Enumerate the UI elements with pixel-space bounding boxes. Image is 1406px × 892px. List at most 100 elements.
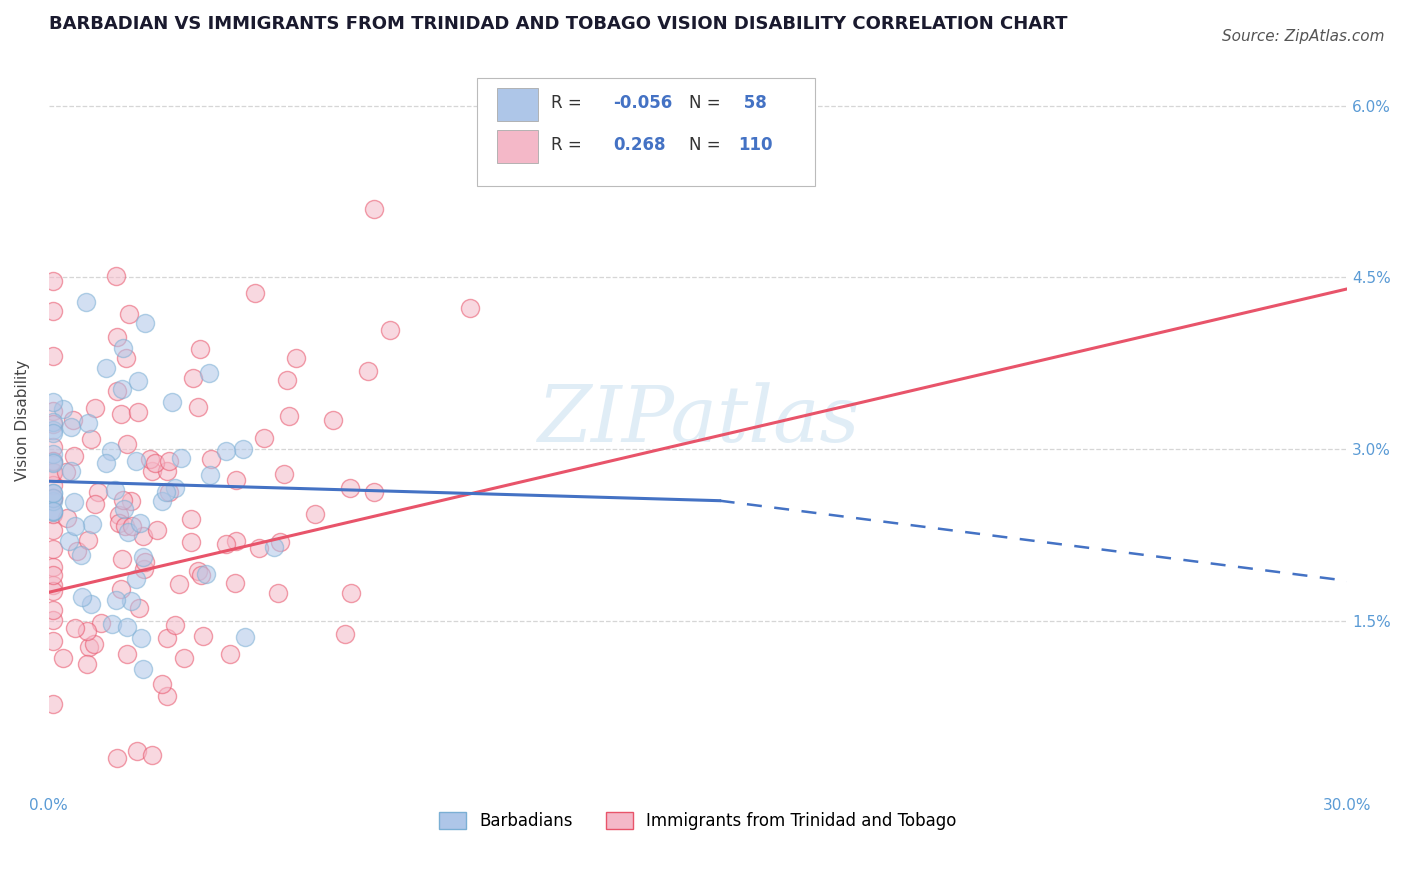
Point [339, 481, 361, 495]
Point [187, 565, 209, 579]
Point [108, 516, 131, 530]
Point [111, 382, 134, 396]
Text: R =: R = [551, 94, 582, 112]
Point [134, 316, 156, 330]
Point [42, 603, 65, 617]
Text: N =: N = [689, 94, 720, 112]
Point [42, 465, 65, 479]
Point [284, 351, 307, 366]
Point [249, 541, 271, 555]
Point [80, 433, 103, 447]
Point [42, 491, 65, 505]
Point [263, 541, 285, 555]
Point [42, 523, 65, 537]
Point [105, 592, 128, 607]
Point [180, 535, 202, 549]
Point [59, 464, 82, 478]
Point [115, 648, 138, 662]
Point [42, 425, 65, 440]
Point [253, 431, 276, 445]
Point [163, 618, 186, 632]
Point [235, 630, 257, 644]
Point [76, 624, 98, 639]
Point [276, 373, 298, 387]
Point [105, 329, 128, 343]
Point [162, 394, 184, 409]
Point [117, 620, 139, 634]
Point [215, 444, 238, 458]
Point [225, 533, 247, 548]
Point [77, 640, 100, 654]
Point [128, 601, 150, 615]
Point [225, 473, 247, 487]
Point [115, 436, 138, 450]
Text: Source: ZipAtlas.com: Source: ZipAtlas.com [1222, 29, 1385, 44]
Point [42, 505, 65, 519]
Point [191, 629, 214, 643]
Point [273, 467, 295, 481]
Point [363, 202, 385, 217]
Point [173, 651, 195, 665]
Point [42, 613, 65, 627]
Point [42, 457, 65, 471]
Point [111, 341, 134, 355]
Point [42, 578, 65, 592]
Point [141, 464, 163, 478]
Point [42, 395, 65, 409]
Point [42, 275, 65, 289]
FancyBboxPatch shape [496, 130, 538, 163]
Point [42, 477, 65, 491]
Point [169, 576, 191, 591]
Point [42, 440, 65, 454]
Point [115, 351, 138, 365]
Point [42, 583, 65, 598]
Point [194, 566, 217, 581]
Point [108, 508, 131, 522]
Point [42, 485, 65, 500]
Point [200, 451, 222, 466]
Point [62, 413, 84, 427]
Point [110, 582, 132, 596]
Point [150, 493, 173, 508]
Point [42, 466, 65, 480]
Point [112, 502, 135, 516]
Point [42, 304, 65, 318]
Text: R =: R = [551, 136, 582, 154]
Point [218, 647, 240, 661]
Point [75, 294, 97, 309]
Point [83, 401, 105, 415]
Point [157, 485, 180, 500]
Point [42, 491, 65, 506]
Point [65, 519, 87, 533]
Point [180, 512, 202, 526]
Point [157, 454, 180, 468]
Point [155, 484, 177, 499]
Point [76, 657, 98, 672]
Point [143, 456, 166, 470]
Point [86, 484, 108, 499]
Point [42, 404, 65, 418]
Text: 58: 58 [738, 94, 768, 112]
Text: 110: 110 [738, 136, 773, 154]
Point [125, 454, 148, 468]
Point [100, 443, 122, 458]
Point [141, 747, 163, 762]
Point [114, 518, 136, 533]
Point [267, 586, 290, 600]
Point [111, 552, 134, 566]
Point [129, 516, 152, 530]
Point [127, 405, 149, 419]
Point [156, 689, 179, 703]
Point [84, 497, 107, 511]
Point [82, 517, 104, 532]
Point [105, 269, 128, 284]
Point [333, 627, 356, 641]
Point [269, 535, 291, 549]
Point [165, 481, 187, 495]
Point [111, 493, 134, 508]
Point [96, 360, 118, 375]
Point [188, 342, 211, 356]
Point [77, 533, 100, 548]
Point [42, 504, 65, 518]
Point [52, 401, 75, 416]
